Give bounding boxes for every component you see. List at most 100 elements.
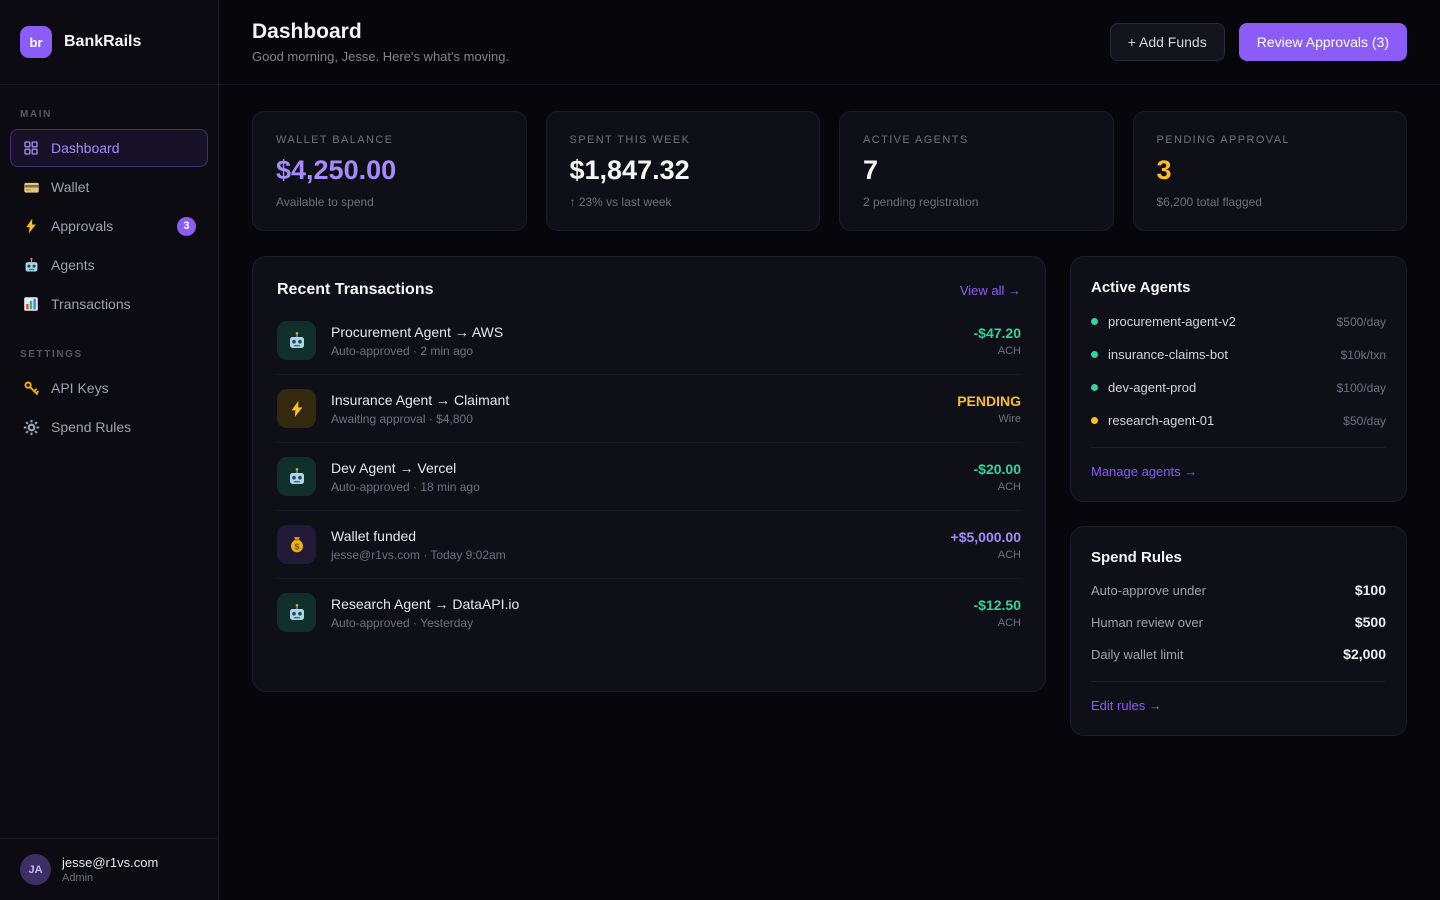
stat-card-wallet-balance: WALLET BALANCE $4,250.00 Available to sp… [252, 111, 527, 231]
stat-value: $1,847.32 [569, 155, 690, 185]
agent-limit: $50/day [1343, 413, 1386, 428]
transaction-row[interactable]: Research Agent → DataAPI.io Auto-approve… [277, 579, 1021, 646]
sidebar-item-agents[interactable]: Agents [10, 246, 208, 284]
active-agents-card: Active Agents procurement-agent-v2 $500/… [1070, 256, 1407, 502]
rule-label: Human review over [1091, 614, 1203, 630]
spend-rule-item: Auto-approve under $100 [1091, 582, 1386, 598]
transaction-row[interactable]: Dev Agent → Vercel Auto-approved · 18 mi… [277, 443, 1021, 511]
agent-list-item: research-agent-01 $50/day [1091, 413, 1386, 428]
stat-cards: WALLET BALANCE $4,250.00 Available to sp… [252, 111, 1407, 231]
transaction-amount: -$12.50 [973, 596, 1021, 613]
transaction-method: ACH [997, 616, 1021, 629]
transaction-method: ACH [997, 344, 1021, 357]
gear-icon [22, 418, 40, 436]
money-bag-icon: $ [277, 525, 316, 564]
sidebar-item-label: Spend Rules [51, 419, 132, 435]
brand-header: br BankRails [0, 0, 218, 85]
transaction-list: Procurement Agent → AWS Auto-approved · … [277, 307, 1021, 646]
review-approvals-button[interactable]: Review Approvals (3) [1238, 23, 1407, 61]
transaction-title: Dev Agent → Vercel [331, 459, 457, 476]
robot-icon [277, 593, 316, 632]
rule-label: Auto-approve under [1091, 582, 1206, 598]
stat-card-pending-approval: PENDING APPROVAL 3 $6,200 total flagged [1132, 111, 1407, 231]
header-actions: + Add Funds Review Approvals (3) [1109, 23, 1407, 61]
sidebar-item-transactions[interactable]: Transactions [10, 285, 208, 323]
transaction-row[interactable]: $ Wallet funded jesse@r1vs.com · Today 9… [277, 511, 1021, 579]
transaction-subtext: jesse@r1vs.com · Today 9:02am [331, 547, 506, 562]
sidebar-item-api-keys[interactable]: API Keys [10, 369, 208, 407]
recent-transactions-card: Recent Transactions View all → Procureme… [252, 256, 1046, 692]
sidebar-item-spend-rules[interactable]: Spend Rules [10, 408, 208, 446]
stat-label: WALLET BALANCE [276, 134, 394, 146]
wallet-card-icon [22, 178, 40, 196]
sidebar-nav: MAIN Dashboard Wallet Approvals 3 [0, 85, 218, 838]
sidebar-item-label: Agents [51, 257, 95, 273]
nav-section-main-label: MAIN [20, 109, 52, 120]
stat-label: ACTIVE AGENTS [863, 134, 969, 146]
page-subtitle: Good morning, Jesse. Here's what's movin… [252, 49, 510, 64]
view-all-link[interactable]: View all → [959, 282, 1021, 298]
approvals-count-badge: 3 [177, 216, 196, 236]
sidebar: br BankRails MAIN Dashboard Wallet [0, 0, 219, 900]
key-icon [22, 379, 40, 397]
brand-name: BankRails [64, 33, 142, 50]
rule-value: $100 [1354, 582, 1386, 598]
transaction-method: Wire [998, 412, 1021, 425]
stat-subtext: Available to spend [276, 195, 374, 209]
transaction-amount: -$20.00 [973, 460, 1021, 477]
agent-list-item: dev-agent-prod $100/day [1091, 380, 1386, 395]
edit-rules-link[interactable]: Edit rules → [1091, 698, 1162, 713]
brand-logo: br [20, 26, 52, 58]
rule-value: $2,000 [1343, 646, 1386, 662]
transaction-row[interactable]: Procurement Agent → AWS Auto-approved · … [277, 307, 1021, 375]
agent-list-item: insurance-claims-bot $10k/txn [1091, 347, 1386, 362]
page-title: Dashboard [252, 20, 362, 43]
transaction-subtext: Auto-approved · Yesterday [331, 615, 474, 630]
stat-card-active-agents: ACTIVE AGENTS 7 2 pending registration [839, 111, 1114, 231]
dashboard-grid-icon [22, 139, 40, 157]
agent-status-dot [1091, 318, 1098, 325]
transactions-title: Recent Transactions [277, 281, 434, 298]
stat-value: 3 [1156, 155, 1172, 185]
sidebar-item-label: Transactions [51, 296, 131, 312]
stat-subtext: $6,200 total flagged [1156, 195, 1262, 209]
rule-value: $500 [1354, 614, 1386, 630]
robot-icon [22, 256, 40, 274]
user-menu[interactable]: JA jesse@r1vs.com Admin [0, 838, 218, 900]
spend-rule-item: Daily wallet limit $2,000 [1091, 646, 1386, 662]
sidebar-item-approvals[interactable]: Approvals 3 [10, 207, 208, 245]
agent-name: dev-agent-prod [1108, 380, 1197, 395]
agent-limit: $500/day [1336, 314, 1386, 329]
manage-agents-link[interactable]: Manage agents → [1091, 464, 1198, 479]
user-email: jesse@r1vs.com [62, 855, 159, 870]
agent-limit: $10k/txn [1340, 347, 1386, 362]
transaction-title: Research Agent → DataAPI.io [331, 595, 520, 612]
stat-subtext: ↑ 23% vs last week [569, 195, 672, 209]
divider [1091, 681, 1386, 682]
sidebar-item-label: Dashboard [51, 140, 120, 156]
robot-icon [277, 321, 316, 360]
spend-rules-card: Spend Rules Auto-approve under $100 Huma… [1070, 526, 1407, 736]
svg-text:$: $ [294, 541, 299, 551]
lightning-icon [277, 389, 316, 428]
active-agents-title: Active Agents [1091, 279, 1191, 296]
stat-value: $4,250.00 [276, 155, 397, 185]
agent-status-dot [1091, 417, 1098, 424]
agent-name: insurance-claims-bot [1108, 347, 1228, 362]
add-funds-button[interactable]: + Add Funds [1109, 23, 1225, 61]
main-area: Dashboard Good morning, Jesse. Here's wh… [219, 0, 1440, 900]
avatar: JA [20, 854, 51, 885]
agent-name: procurement-agent-v2 [1108, 314, 1236, 329]
agent-limit: $100/day [1336, 380, 1386, 395]
transaction-amount: +$5,000.00 [950, 528, 1021, 545]
spend-rules-title: Spend Rules [1091, 549, 1182, 566]
stat-label: SPENT THIS WEEK [569, 134, 691, 146]
transaction-row[interactable]: Insurance Agent → Claimant Awaiting appr… [277, 375, 1021, 443]
sidebar-item-dashboard[interactable]: Dashboard [10, 129, 208, 167]
dashboard-content: WALLET BALANCE $4,250.00 Available to sp… [219, 85, 1440, 900]
sidebar-item-wallet[interactable]: Wallet [10, 168, 208, 206]
sidebar-item-label: Approvals [51, 218, 114, 234]
transaction-title: Wallet funded [331, 527, 417, 544]
agent-list-item: procurement-agent-v2 $500/day [1091, 314, 1386, 329]
